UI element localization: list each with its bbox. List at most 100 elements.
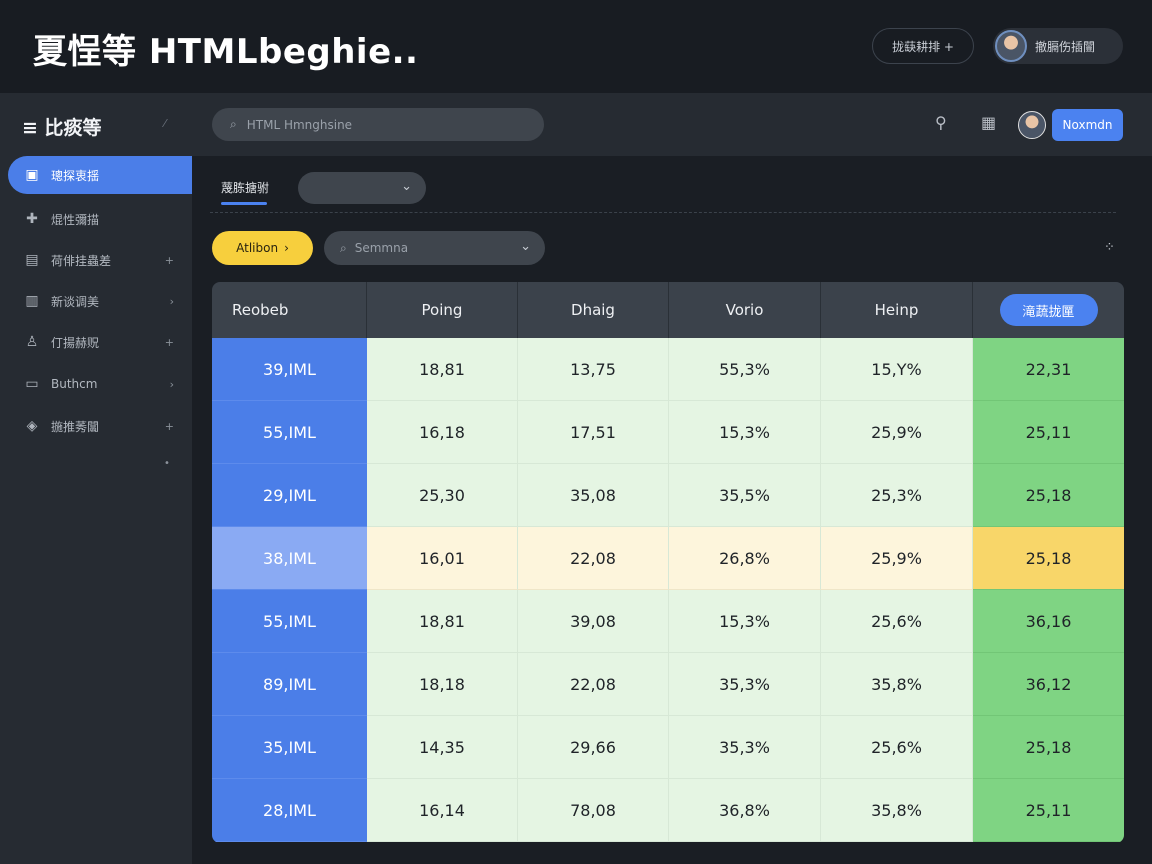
table-cell: 36,8% xyxy=(669,779,821,842)
table-cell: 25,11 xyxy=(973,779,1124,842)
table-row[interactable]: 89,IML 18,18 22,08 35,3% 35,8% 36,12 xyxy=(212,653,1124,716)
table-row[interactable]: 29,IML 25,30 35,08 35,5% 25,3% 25,18 xyxy=(212,464,1124,527)
table-cell: 16,14 xyxy=(367,779,518,842)
table-cell: 36,12 xyxy=(973,653,1124,716)
table-cell: 25,18 xyxy=(973,464,1124,527)
main-content: ⌕ HTML Hmnghsine ⚲ ▦ Noxmdn 蔑胨搪驸 ⌄ Atlib… xyxy=(192,93,1152,864)
table-row[interactable]: 55,IML 18,81 39,08 15,3% 25,6% 36,16 xyxy=(212,590,1124,653)
table-row[interactable]: 55,IML 16,18 17,51 15,3% 25,9% 25,11 xyxy=(212,401,1124,464)
table-cell: 55,3% xyxy=(669,338,821,401)
search-input[interactable]: ⌕ HTML Hmnghsine xyxy=(212,108,544,141)
table-cell: 35,08 xyxy=(518,464,669,527)
table-cell: 25,3% xyxy=(821,464,973,527)
table-cell: 15,3% xyxy=(669,590,821,653)
table-cell: 25,9% xyxy=(821,401,973,464)
table-row[interactable]: 28,IML 16,14 78,08 36,8% 35,8% 25,11 xyxy=(212,779,1124,842)
sidebar-item-label: 焜性彌描 xyxy=(51,212,100,227)
table-cell: 16,01 xyxy=(367,527,518,590)
table-cell: 16,18 xyxy=(367,401,518,464)
expand-icon: + xyxy=(164,419,174,433)
top-action-label: 拢蒛耕排 + xyxy=(892,39,954,54)
chart-icon: ▥ xyxy=(25,293,39,309)
table-cell: 89,IML xyxy=(212,653,367,716)
title-bar: 夏悜等 HTMLbeghie.. 拢蒛耕排 + 撤膈伤插闓 xyxy=(0,0,1152,93)
table-search-placeholder: Semmna xyxy=(354,241,409,255)
app-title: 夏悜等 HTMLbeghie.. xyxy=(33,32,419,72)
table-cell: 25,18 xyxy=(973,716,1124,779)
sidebar-item-5[interactable]: ♙ 仃揚赫贶 + xyxy=(8,323,192,361)
column-header-action: 滝蔬拢匰 xyxy=(973,282,1124,338)
column-header[interactable]: Dhaig xyxy=(518,282,669,338)
sidebar-item-label: Buthcm xyxy=(51,377,98,391)
sidebar-item-label: 新谈调美 xyxy=(51,294,100,309)
table-cell: 25,9% xyxy=(821,527,973,590)
filter-label: Atlibon xyxy=(236,241,279,255)
table-cell: 25,11 xyxy=(973,401,1124,464)
top-action-button[interactable]: 拢蒛耕排 + xyxy=(872,28,974,64)
table-cell: 28,IML xyxy=(212,779,367,842)
column-header[interactable]: Heinp xyxy=(821,282,973,338)
sidebar-item-1[interactable]: ▣ 璁探衷揺 xyxy=(8,156,192,194)
diamond-icon: ◈ xyxy=(26,418,38,434)
table-cell: 14,35 xyxy=(367,716,518,779)
table-cell: 17,51 xyxy=(518,401,669,464)
table-cell: 25,6% xyxy=(821,590,973,653)
active-tab-indicator xyxy=(221,202,267,205)
table-cell: 29,IML xyxy=(212,464,367,527)
sidebar-item-4[interactable]: ▥ 新谈调美 › xyxy=(8,282,192,320)
table-row[interactable]: 38,IML 16,01 22,08 26,8% 25,9% 25,18 xyxy=(212,527,1124,590)
search-placeholder: HTML Hmnghsine xyxy=(246,117,353,132)
table-cell: 25,6% xyxy=(821,716,973,779)
table-search-input[interactable]: ⌕ Semmna ⌄ xyxy=(324,231,545,265)
sidebar: ≡ 比痰等 ⁄ ▣ 璁探衷揺 ✚ 焜性彌描 ▤ 荷俳挂蟲差 + ▥ 新谈调美 ›… xyxy=(0,93,192,864)
search-icon: ⌕ xyxy=(340,240,347,255)
table-cell: 35,8% xyxy=(821,653,973,716)
table-row[interactable]: 35,IML 14,35 29,66 35,3% 25,6% 25,18 xyxy=(212,716,1124,779)
table-cell: 18,81 xyxy=(367,338,518,401)
user-icon: ♙ xyxy=(25,334,39,350)
sidebar-item-label: 荷俳挂蟲差 xyxy=(51,253,112,268)
user-name: 撤膈伤插闓 xyxy=(1035,39,1096,54)
table-cell: 78,08 xyxy=(518,779,669,842)
table-cell: 35,5% xyxy=(669,464,821,527)
table-cell: 39,08 xyxy=(518,590,669,653)
table-row[interactable]: 39,IML 18,81 13,75 55,3% 15,Y% 22,31 xyxy=(212,338,1124,401)
table-cell: 35,8% xyxy=(821,779,973,842)
data-table: Reobeb Poing Dhaig Vorio Heinp 滝蔬拢匰 39,I… xyxy=(212,282,1124,843)
column-header[interactable]: Poing xyxy=(367,282,518,338)
calendar-icon[interactable]: ▦ xyxy=(981,113,997,132)
sidebar-item-7[interactable]: ◈ 揓推莠闒 + xyxy=(8,407,192,445)
column-header[interactable]: Reobeb xyxy=(212,282,367,338)
expand-icon: + xyxy=(164,253,174,267)
table-action-button[interactable]: 滝蔬拢匰 xyxy=(999,294,1098,326)
tab-dropdown[interactable]: ⌄ xyxy=(298,172,426,204)
calendar-icon: ▤ xyxy=(25,252,39,268)
sidebar-item-2[interactable]: ✚ 焜性彌描 xyxy=(8,200,192,238)
table-cell: 35,IML xyxy=(212,716,367,779)
primary-button[interactable]: Noxmdn xyxy=(1052,109,1123,141)
divider xyxy=(210,212,1116,213)
zoom-icon[interactable]: ⚲ xyxy=(935,113,947,132)
table-cell: 26,8% xyxy=(669,527,821,590)
table-cell: 29,66 xyxy=(518,716,669,779)
sidebar-item-6[interactable]: ▭ Buthcm › xyxy=(8,365,192,403)
table-cell: 13,75 xyxy=(518,338,669,401)
table-cell: 25,18 xyxy=(973,527,1124,590)
sidebar-item-3[interactable]: ▤ 荷俳挂蟲差 + xyxy=(8,241,192,279)
sidebar-item-label: 仃揚赫贶 xyxy=(51,335,100,350)
table-cell: 18,18 xyxy=(367,653,518,716)
table-cell: 18,81 xyxy=(367,590,518,653)
column-header[interactable]: Vorio xyxy=(669,282,821,338)
chevron-right-icon: › xyxy=(284,241,289,255)
collapse-icon[interactable]: ⁄ xyxy=(164,117,166,130)
header-user[interactable] xyxy=(1018,111,1046,139)
table-cell: 55,IML xyxy=(212,401,367,464)
tab-main[interactable]: 蔑胨搪驸 xyxy=(221,181,270,195)
table-header: Reobeb Poing Dhaig Vorio Heinp 滝蔬拢匰 xyxy=(212,282,1124,338)
table-cell: 55,IML xyxy=(212,590,367,653)
chevron-down-icon: ⌄ xyxy=(520,239,531,254)
sidebar-title: ≡ 比痰等 xyxy=(22,117,102,139)
filter-button[interactable]: Atlibon › xyxy=(212,231,313,265)
more-options-icon[interactable]: ⁘ xyxy=(1104,240,1115,255)
user-menu[interactable]: 撤膈伤插闓 xyxy=(993,28,1123,64)
